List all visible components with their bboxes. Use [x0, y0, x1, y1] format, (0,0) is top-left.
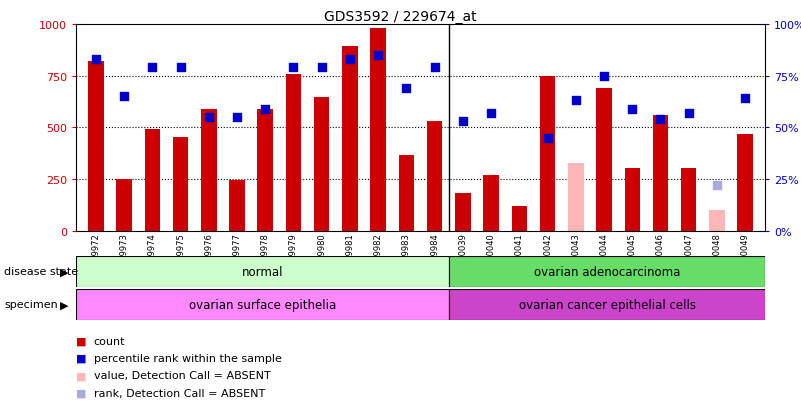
Bar [738, 134, 753, 231]
Point [457, 119, 469, 125]
Bar [76, 289, 449, 320]
Point [90, 57, 103, 63]
Bar [568, 163, 584, 231]
Point [710, 183, 723, 189]
Bar [76, 256, 449, 287]
Text: ▶: ▶ [60, 299, 68, 310]
Point [344, 57, 356, 63]
Text: rank, Detection Call = ABSENT: rank, Detection Call = ABSENT [94, 388, 265, 398]
Text: ■: ■ [76, 370, 87, 380]
Point [429, 65, 441, 71]
Text: GDS3592 / 229674_at: GDS3592 / 229674_at [324, 10, 477, 24]
Bar [201, 109, 216, 231]
Point [372, 52, 384, 59]
Text: ■: ■ [76, 336, 87, 346]
Bar [681, 169, 697, 231]
Text: ovarian cancer epithelial cells: ovarian cancer epithelial cells [518, 298, 695, 311]
Point [174, 65, 187, 71]
Point [570, 98, 582, 104]
Text: ■: ■ [76, 388, 87, 398]
Bar [455, 193, 471, 231]
Bar [88, 62, 103, 231]
Bar [483, 176, 499, 231]
Bar [449, 256, 765, 287]
Point [118, 94, 131, 100]
Bar [370, 29, 386, 231]
Point [598, 73, 610, 80]
Point [485, 110, 497, 117]
Text: percentile rank within the sample: percentile rank within the sample [94, 353, 282, 363]
Point [541, 135, 554, 142]
Point [259, 106, 272, 113]
Bar [286, 74, 301, 231]
Text: ■: ■ [76, 353, 87, 363]
Bar [709, 211, 725, 231]
Point [287, 65, 300, 71]
Bar [625, 169, 640, 231]
Bar [144, 130, 160, 231]
Text: count: count [94, 336, 125, 346]
Text: value, Detection Call = ABSENT: value, Detection Call = ABSENT [94, 370, 271, 380]
Point [316, 65, 328, 71]
Point [231, 114, 244, 121]
Point [400, 85, 413, 92]
Text: specimen: specimen [4, 299, 58, 310]
Text: normal: normal [242, 265, 284, 278]
Point [654, 116, 667, 123]
Text: ovarian adenocarcinoma: ovarian adenocarcinoma [534, 265, 680, 278]
Text: ovarian surface epithelia: ovarian surface epithelia [189, 298, 336, 311]
Bar [449, 289, 765, 320]
Point [203, 114, 215, 121]
Bar [540, 76, 555, 231]
Bar [116, 180, 132, 231]
Bar [229, 181, 245, 231]
Bar [512, 206, 527, 231]
Point [739, 96, 751, 102]
Bar [653, 116, 668, 231]
Text: disease state: disease state [4, 266, 78, 277]
Bar [342, 47, 358, 231]
Bar [596, 89, 612, 231]
Point [146, 65, 159, 71]
Bar [427, 122, 442, 231]
Bar [399, 156, 414, 231]
Point [626, 106, 638, 113]
Bar [173, 138, 188, 231]
Bar [257, 109, 273, 231]
Point [682, 110, 695, 117]
Bar [314, 98, 329, 231]
Text: ▶: ▶ [60, 266, 68, 277]
